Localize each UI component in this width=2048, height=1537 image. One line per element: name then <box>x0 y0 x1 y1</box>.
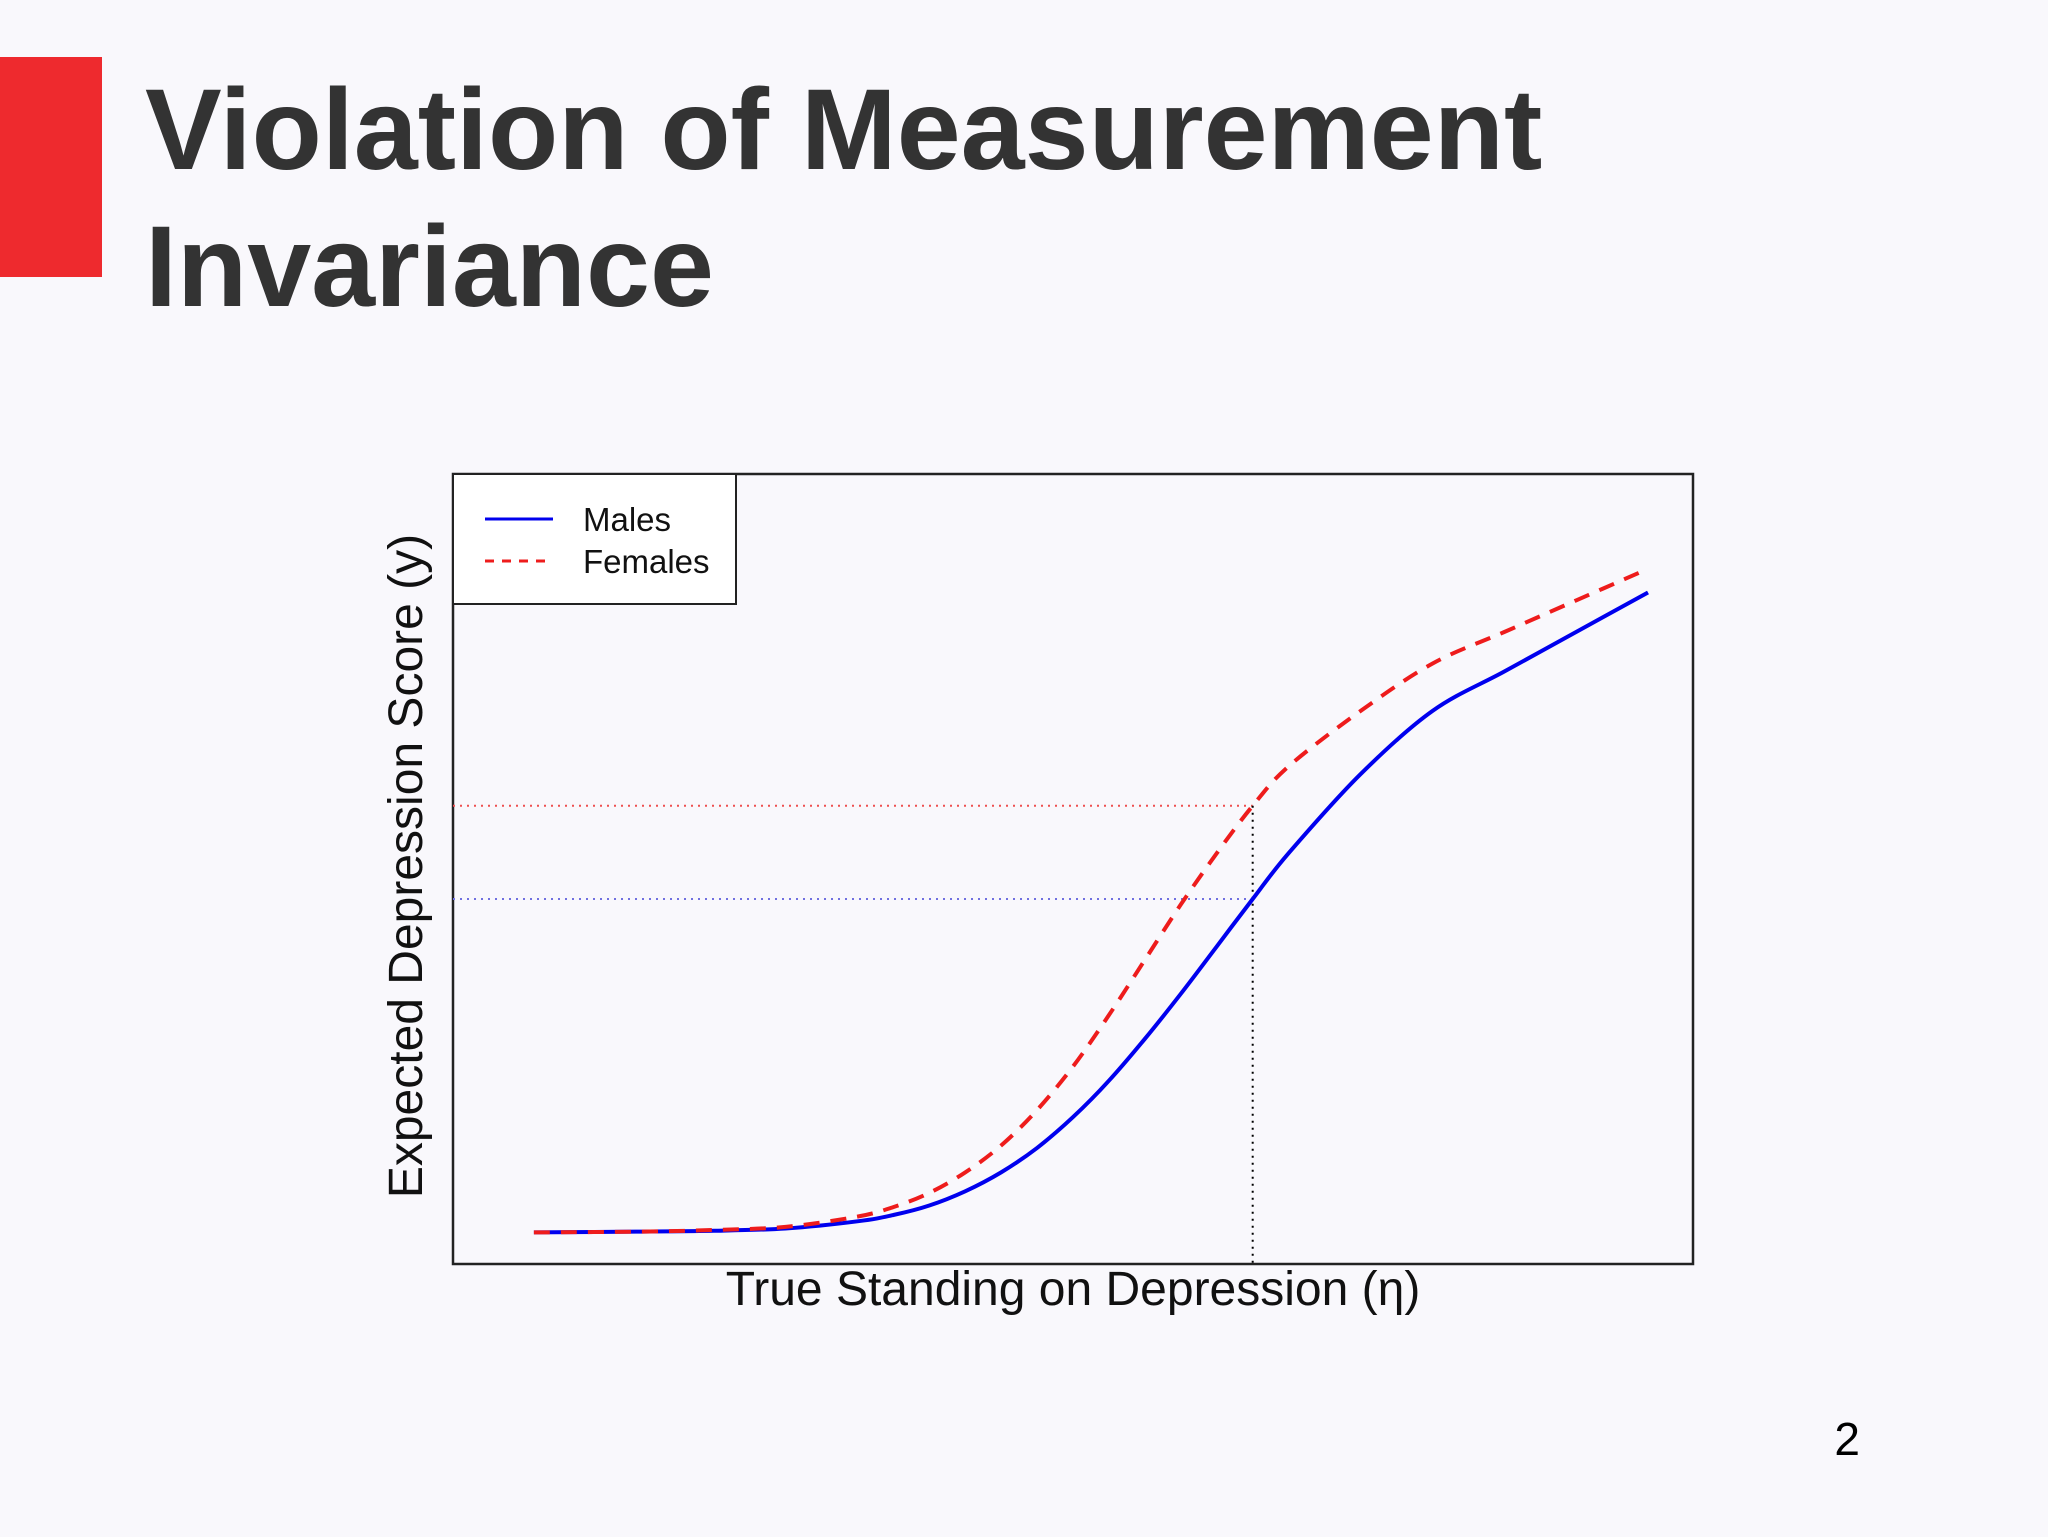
page-number: 2 <box>1834 1413 1860 1465</box>
legend-label-males: Males <box>583 501 671 538</box>
legend-label-females: Females <box>583 543 710 580</box>
legend-box <box>452 473 737 605</box>
plot-frame <box>451 472 1695 1266</box>
series-line-females <box>533 566 1649 1235</box>
slide-title-line-2: Invariance <box>145 203 714 331</box>
chart-plot-area: Males Females True Standing on Depression … <box>380 472 1695 1316</box>
y-axis-label: Expected Depression Score (y) <box>380 534 433 1198</box>
series-line-males <box>533 590 1649 1235</box>
slide-title-line-1: Violation of Measurement <box>145 66 1543 194</box>
title-accent-bar <box>0 57 102 277</box>
slide-title: Violation of Measurement Invariance <box>145 62 1845 336</box>
x-axis-label: True Standing on Depression (η) <box>726 1263 1421 1316</box>
